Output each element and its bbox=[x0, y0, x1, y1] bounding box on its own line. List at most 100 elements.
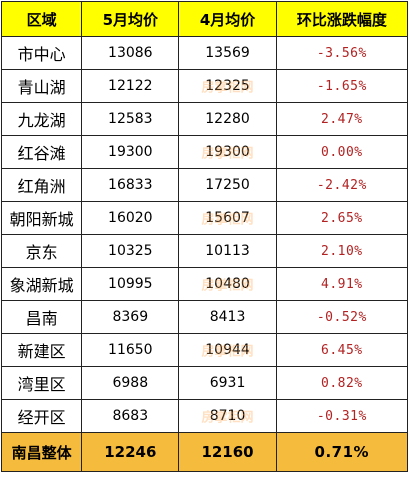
change-cell: 4.91% bbox=[275, 267, 409, 301]
change-cell-text: 2.65% bbox=[321, 210, 363, 226]
april-price-cell-text: 8413 bbox=[209, 309, 246, 325]
may-price-cell-text: 19300 bbox=[108, 144, 153, 160]
total-may-price: 12246 bbox=[81, 432, 180, 472]
change-cell-text: -3.56% bbox=[316, 45, 367, 61]
area-cell: 经开区 bbox=[0, 399, 83, 433]
april-price-cell-text: 12280 bbox=[205, 111, 250, 127]
area-cell-text: 红角洲 bbox=[17, 177, 66, 196]
change-cell-text: -0.52% bbox=[316, 309, 367, 325]
change-cell: -2.42% bbox=[275, 168, 409, 202]
may-price-cell: 6988 bbox=[81, 366, 180, 400]
area-cell-text: 京东 bbox=[25, 243, 58, 262]
april-price-cell: 15607 房掌柜网 bbox=[178, 201, 277, 235]
change-cell: -0.52% bbox=[275, 300, 409, 334]
area-cell-text: 新建区 bbox=[17, 342, 66, 361]
header-area: 区域 bbox=[0, 1, 83, 37]
price-table: 区域 5月均价 4月均价 环比涨跌幅度 市中心 13086 13569 -3.56% 青… bbox=[0, 1, 409, 472]
may-price-cell-text: 16020 bbox=[108, 210, 153, 226]
area-cell: 九龙湖 bbox=[0, 102, 83, 136]
change-cell-text: -2.42% bbox=[316, 177, 367, 193]
total-april-price: 12160 bbox=[178, 432, 277, 472]
change-cell: -3.56% bbox=[275, 36, 409, 70]
area-cell: 湾里区 bbox=[0, 366, 83, 400]
may-price-cell: 10995 bbox=[81, 267, 180, 301]
area-cell: 青山湖 bbox=[0, 69, 83, 103]
change-cell: 2.47% bbox=[275, 102, 409, 136]
total-area: 南昌整体 bbox=[0, 432, 83, 472]
may-price-cell-text: 12583 bbox=[108, 111, 153, 127]
may-price-cell: 16833 bbox=[81, 168, 180, 202]
april-price-cell-text: 10944 bbox=[205, 342, 250, 358]
area-cell-text: 朝阳新城 bbox=[9, 210, 74, 229]
may-price-cell: 12583 bbox=[81, 102, 180, 136]
april-price-cell-text: 8710 bbox=[209, 408, 246, 424]
april-price-cell-text: 6931 bbox=[209, 375, 246, 391]
april-price-cell: 6931 bbox=[178, 366, 277, 400]
change-cell: 6.45% bbox=[275, 333, 409, 367]
area-cell-text: 湾里区 bbox=[17, 375, 66, 394]
table-row: 象湖新城 10995 10480 房掌柜网 4.91% bbox=[0, 267, 409, 301]
change-cell-text: -1.65% bbox=[316, 78, 367, 94]
may-price-cell: 8369 bbox=[81, 300, 180, 334]
may-price-cell: 19300 bbox=[81, 135, 180, 169]
table-row: 九龙湖 12583 12280 2.47% bbox=[0, 102, 409, 136]
april-price-cell-text: 12325 bbox=[205, 78, 250, 94]
may-price-cell-text: 10325 bbox=[108, 243, 153, 259]
area-cell-text: 青山湖 bbox=[17, 78, 66, 97]
may-price-cell: 8683 bbox=[81, 399, 180, 433]
table-row: 湾里区 6988 6931 0.82% bbox=[0, 366, 409, 400]
april-price-cell-text: 13569 bbox=[205, 45, 250, 61]
change-cell-text: 2.10% bbox=[321, 243, 363, 259]
april-price-cell: 12280 bbox=[178, 102, 277, 136]
april-price-cell-text: 17250 bbox=[205, 177, 250, 193]
may-price-cell: 12122 bbox=[81, 69, 180, 103]
table-row: 昌南 8369 8413 -0.52% bbox=[0, 300, 409, 334]
april-price-cell-text: 10480 bbox=[205, 276, 250, 292]
area-cell-text: 市中心 bbox=[17, 45, 66, 64]
april-price-cell-text: 19300 bbox=[205, 144, 250, 160]
header-april-price: 4月均价 bbox=[178, 1, 277, 37]
may-price-cell: 10325 bbox=[81, 234, 180, 268]
change-cell-text: 0.00% bbox=[321, 144, 363, 160]
area-cell: 朝阳新城 bbox=[0, 201, 83, 235]
area-cell: 红角洲 bbox=[0, 168, 83, 202]
april-price-cell: 10480 房掌柜网 bbox=[178, 267, 277, 301]
header-row: 区域 5月均价 4月均价 环比涨跌幅度 bbox=[0, 1, 409, 37]
may-price-cell-text: 8369 bbox=[112, 309, 149, 325]
change-cell: -1.65% bbox=[275, 69, 409, 103]
change-cell: 0.82% bbox=[275, 366, 409, 400]
change-cell-text: 6.45% bbox=[321, 342, 363, 358]
table-row: 红角洲 16833 17250 -2.42% bbox=[0, 168, 409, 202]
table-row: 红谷滩 19300 19300 房掌柜网 0.00% bbox=[0, 135, 409, 169]
april-price-cell: 12325 房掌柜网 bbox=[178, 69, 277, 103]
may-price-cell-text: 6988 bbox=[112, 375, 149, 391]
total-row: 南昌整体 12246 12160 0.71% bbox=[0, 432, 409, 472]
april-price-cell: 17250 bbox=[178, 168, 277, 202]
change-cell: -0.31% bbox=[275, 399, 409, 433]
header-may-price: 5月均价 bbox=[81, 1, 180, 37]
may-price-cell-text: 12122 bbox=[108, 78, 153, 94]
change-cell: 0.00% bbox=[275, 135, 409, 169]
table-row: 青山湖 12122 12325 房掌柜网 -1.65% bbox=[0, 69, 409, 103]
area-cell: 新建区 bbox=[0, 333, 83, 367]
table-row: 经开区 8683 8710 房掌柜网 -0.31% bbox=[0, 399, 409, 433]
may-price-cell: 13086 bbox=[81, 36, 180, 70]
may-price-cell-text: 11650 bbox=[108, 342, 153, 358]
april-price-cell-text: 15607 bbox=[205, 210, 250, 226]
area-cell-text: 昌南 bbox=[25, 309, 58, 328]
area-cell-text: 象湖新城 bbox=[9, 276, 74, 295]
area-cell: 市中心 bbox=[0, 36, 83, 70]
table-row: 朝阳新城 16020 15607 房掌柜网 2.65% bbox=[0, 201, 409, 235]
area-cell-text: 红谷滩 bbox=[17, 144, 66, 163]
april-price-cell: 10113 bbox=[178, 234, 277, 268]
table-row: 京东 10325 10113 2.10% bbox=[0, 234, 409, 268]
area-cell: 红谷滩 bbox=[0, 135, 83, 169]
area-cell-text: 经开区 bbox=[17, 408, 66, 427]
april-price-cell: 19300 房掌柜网 bbox=[178, 135, 277, 169]
change-cell: 2.10% bbox=[275, 234, 409, 268]
may-price-cell: 16020 bbox=[81, 201, 180, 235]
area-cell: 昌南 bbox=[0, 300, 83, 334]
change-cell-text: 0.82% bbox=[321, 375, 363, 391]
area-cell: 象湖新城 bbox=[0, 267, 83, 301]
april-price-cell: 13569 bbox=[178, 36, 277, 70]
